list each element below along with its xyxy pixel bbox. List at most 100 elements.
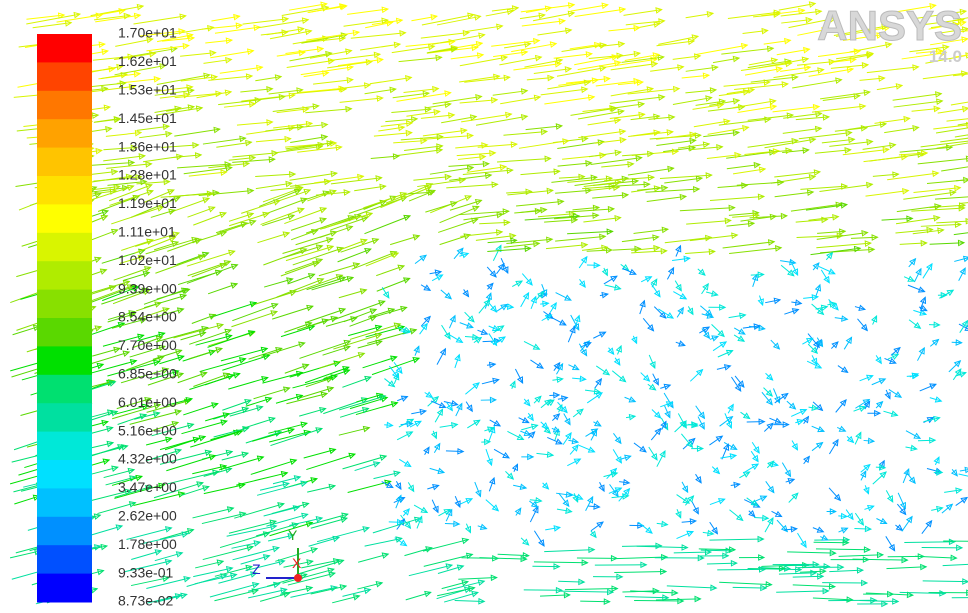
vector: [348, 200, 387, 214]
vector-head: [828, 268, 836, 275]
vector: [269, 522, 313, 537]
vector-head: [352, 594, 361, 601]
vector-head: [732, 55, 741, 63]
vector-head: [680, 421, 687, 429]
vector: [716, 365, 731, 370]
vector-head: [202, 197, 211, 204]
vector-head: [599, 65, 607, 72]
colorbar-band: [37, 318, 92, 347]
vector: [12, 325, 40, 336]
colorbar-band: [37, 460, 92, 489]
vector-head: [815, 441, 824, 449]
vector: [875, 401, 883, 409]
vector-head: [559, 319, 567, 326]
vector-head: [405, 431, 414, 438]
vector-head: [960, 496, 968, 504]
vector: [173, 324, 224, 339]
vector-head: [906, 215, 914, 223]
vector-head: [534, 395, 542, 403]
vector: [458, 577, 497, 580]
vector-head: [959, 371, 967, 378]
vector: [32, 22, 72, 29]
vector: [101, 288, 149, 305]
vector-head: [423, 446, 430, 455]
vector-head: [643, 181, 651, 188]
vector-head: [841, 315, 849, 322]
vector: [513, 464, 518, 472]
vector: [603, 267, 608, 276]
vector-head: [329, 189, 337, 196]
vector-head: [208, 454, 217, 461]
vector-head: [564, 27, 573, 35]
vector: [146, 399, 191, 413]
vector-head: [653, 411, 662, 419]
vector-head: [406, 420, 414, 428]
vector: [616, 103, 645, 109]
vector-head: [732, 98, 741, 105]
vector-head: [740, 42, 749, 50]
vector-head: [233, 372, 241, 379]
vector: [160, 192, 213, 198]
vector-head: [595, 392, 603, 399]
vector-head: [330, 170, 338, 178]
vector: [920, 223, 961, 227]
vector: [159, 355, 184, 365]
vector: [392, 92, 429, 99]
vector-head: [687, 307, 694, 316]
vector-head: [936, 505, 944, 513]
vector-head: [220, 169, 228, 176]
vector: [437, 565, 464, 574]
vector: [553, 214, 599, 220]
vector-head: [708, 248, 716, 256]
vector-head: [932, 170, 940, 178]
vector: [356, 393, 383, 403]
vector-head: [933, 321, 941, 329]
vector: [570, 314, 580, 331]
vector: [301, 33, 348, 44]
vector-head: [636, 79, 645, 86]
vector: [586, 249, 612, 252]
vector-head: [667, 165, 675, 173]
vector-head: [133, 12, 142, 20]
vector: [838, 515, 847, 517]
vector: [747, 114, 793, 121]
vector: [859, 77, 885, 81]
vector: [719, 416, 733, 427]
vector-head: [780, 212, 789, 220]
vector: [189, 329, 232, 345]
vector: [369, 76, 412, 85]
vector-head: [915, 267, 922, 276]
vector: [609, 96, 665, 104]
vector: [187, 206, 215, 218]
vector: [231, 311, 278, 328]
vector-head: [858, 405, 867, 412]
vector: [820, 91, 870, 100]
vector-head: [913, 432, 922, 439]
vector: [950, 101, 968, 106]
vector: [766, 460, 775, 469]
vector-head: [122, 279, 131, 287]
vector: [875, 466, 886, 469]
vector: [835, 399, 847, 413]
vector: [485, 448, 492, 466]
vector: [519, 14, 545, 20]
vector: [300, 66, 354, 76]
vector: [555, 189, 592, 194]
vector-head: [819, 568, 827, 575]
vector: [211, 15, 240, 22]
vector-head: [812, 262, 820, 270]
vector-head: [565, 507, 573, 514]
vector: [780, 264, 795, 277]
vector: [440, 289, 452, 300]
vector: [292, 247, 344, 266]
vector: [664, 177, 703, 184]
vector: [351, 251, 397, 270]
vector: [347, 480, 391, 493]
vector-head: [119, 80, 127, 87]
vector-head: [444, 292, 453, 300]
vector-head: [777, 179, 785, 186]
vector-head: [562, 138, 570, 145]
vector: [228, 157, 256, 161]
vector: [763, 422, 774, 432]
vector-head: [555, 586, 563, 594]
